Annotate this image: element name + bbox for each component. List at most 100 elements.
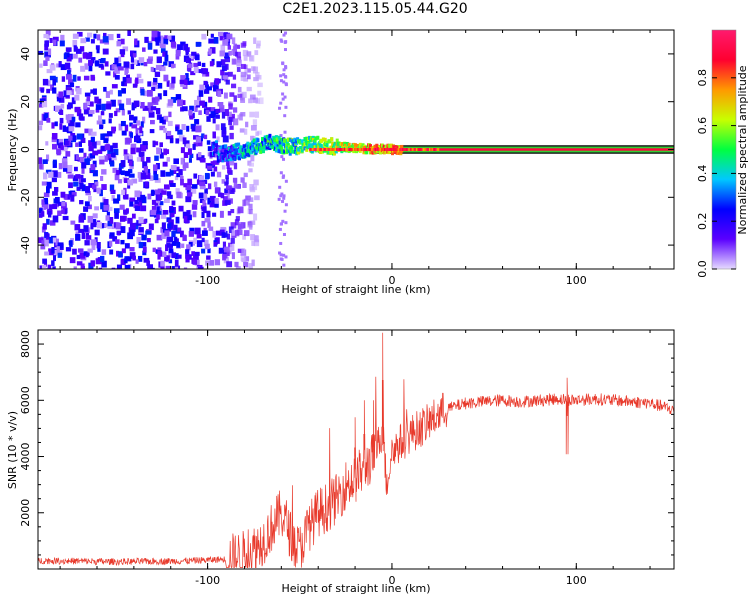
spectrogram-cell xyxy=(186,80,191,85)
spectrogram-cell xyxy=(154,218,159,224)
spectrogram-cell xyxy=(89,101,94,107)
spectrogram-cell xyxy=(64,140,69,146)
spectrogram-cell xyxy=(63,90,70,98)
spectrogram-cell xyxy=(88,140,95,146)
spectrogram-cell xyxy=(222,135,229,143)
spectrogram-cell xyxy=(59,109,64,116)
spectrogram-cell xyxy=(131,124,138,129)
spectrogram-cell xyxy=(193,62,198,67)
spectrogram-ridge-cell xyxy=(221,148,225,153)
spectrogram-cell xyxy=(200,158,206,163)
spectrogram-ridge-cell xyxy=(326,150,330,155)
spectrogram-cell xyxy=(89,153,96,159)
spectrogram-cell xyxy=(194,119,199,124)
spectrogram-cell xyxy=(121,108,125,116)
spectrogram-cell xyxy=(56,171,62,178)
spectrogram-cell xyxy=(48,48,52,56)
spectrogram-cell xyxy=(201,33,207,40)
spectrogram-ridge-cell xyxy=(223,155,227,160)
spectrogram-ridge-cell xyxy=(413,148,417,151)
spectrogram-ridge-cell xyxy=(388,148,392,151)
spectrogram-cell xyxy=(120,226,126,234)
spectrogram-cell xyxy=(228,120,233,126)
spectrogram-cell xyxy=(148,223,154,231)
spectrogram-cell xyxy=(58,61,62,68)
spectrogram-cell xyxy=(156,114,162,120)
spectrogram-cell xyxy=(188,54,194,59)
spectrogram-cell xyxy=(201,211,205,219)
spectrogram-cell xyxy=(90,239,97,246)
spectrogram-cell xyxy=(59,117,64,124)
spectrogram-cell xyxy=(123,194,129,200)
spectrogram-cell xyxy=(191,125,197,132)
spectrogram-ridge-cell xyxy=(432,148,436,151)
spectrogram-cell xyxy=(228,116,235,122)
spectrogram-cell xyxy=(63,193,68,200)
spectrogram-cell xyxy=(41,199,45,205)
spectrogram-cell xyxy=(226,33,233,40)
spectrogram-cell xyxy=(70,88,74,96)
spectrogram-ridge-cell xyxy=(398,148,401,151)
spectrogram-cell xyxy=(88,183,95,188)
spectrogram-cell xyxy=(85,252,89,258)
spectrogram-cell xyxy=(171,63,176,68)
spectrogram-cell xyxy=(226,261,233,268)
spectrogram-cell xyxy=(95,140,101,146)
spectrogram-cell xyxy=(229,160,235,166)
spectrogram-ridge-cell xyxy=(285,139,289,144)
spectrogram-cell xyxy=(282,33,286,37)
spectrogram-cell xyxy=(234,261,239,267)
spectrogram-cell xyxy=(278,227,282,231)
spectrogram-cell xyxy=(220,69,225,76)
spectrogram-cell xyxy=(144,172,151,179)
spectrogram-cell xyxy=(217,90,222,97)
spectrogram-cell xyxy=(125,208,129,213)
spectrogram-cell xyxy=(56,246,60,253)
spectrogram-ridge-cell xyxy=(328,148,331,151)
spectrogram-cell xyxy=(57,201,63,206)
spectrogram-ridge-cell xyxy=(419,148,423,151)
spectrogram-cell xyxy=(109,89,113,95)
spectrogram-cell xyxy=(171,230,176,238)
spectrogram-cell xyxy=(278,251,282,255)
spectrogram-cell xyxy=(117,179,122,184)
spectrogram-cell xyxy=(90,74,95,81)
spectrogram-cell xyxy=(243,55,248,61)
spectrogram-cell xyxy=(207,221,211,228)
spectrogram-cell xyxy=(41,113,45,121)
spectrogram-cell xyxy=(180,147,185,154)
spectrogram-ridge-cell xyxy=(232,144,236,149)
spectrogram-cell xyxy=(68,135,73,141)
spectrogram-cell xyxy=(136,147,142,153)
spectrogram-cell xyxy=(102,36,109,43)
spectrogram-cell xyxy=(151,36,157,42)
spectrogram-ridge-cell xyxy=(325,142,329,147)
spectrogram-cell xyxy=(254,111,260,118)
spectrogram-ylabel: Frequency (Hz) xyxy=(6,109,19,192)
spectrogram-cell xyxy=(187,63,193,68)
spectrogram-cell xyxy=(246,51,252,57)
spectrogram-ridge-cell xyxy=(426,148,429,151)
spectrogram-ridge-cell xyxy=(378,148,382,151)
spectrogram-cell xyxy=(279,74,283,78)
spectrogram-cell xyxy=(257,90,262,96)
spectrogram-cell xyxy=(112,142,118,149)
spectrogram-cell xyxy=(66,54,72,62)
spectrogram-cell xyxy=(109,161,115,167)
spectrogram-ridge-cell xyxy=(347,148,351,151)
spectrogram-cell xyxy=(142,116,146,124)
spectrogram-cell xyxy=(75,233,81,241)
spectrogram-ridge-cell xyxy=(219,158,223,163)
spectrogram-cell xyxy=(104,144,111,151)
spectrogram-cell xyxy=(157,194,163,201)
spectrogram-ridge-cell xyxy=(431,148,435,151)
spectrogram-cell xyxy=(67,174,74,179)
spectrogram-cell xyxy=(48,248,54,256)
spectrogram-cell xyxy=(235,184,241,189)
spectrogram-ridge-cell xyxy=(405,148,409,151)
spectrogram-cell xyxy=(204,188,208,195)
spectrogram-ridge-cell xyxy=(250,143,254,148)
spectrogram-cell xyxy=(160,251,167,257)
spectrogram-cell xyxy=(186,125,190,132)
spectrogram-cell xyxy=(92,141,97,149)
